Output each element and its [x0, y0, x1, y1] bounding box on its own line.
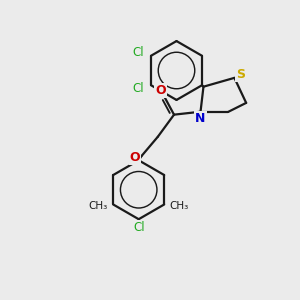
Text: CH₃: CH₃	[169, 201, 188, 211]
Text: Cl: Cl	[133, 221, 145, 234]
Text: O: O	[155, 84, 166, 97]
Text: O: O	[130, 151, 140, 164]
Text: N: N	[195, 112, 206, 125]
Text: CH₃: CH₃	[89, 201, 108, 211]
Text: Cl: Cl	[133, 82, 144, 95]
Text: S: S	[236, 68, 245, 81]
Text: Cl: Cl	[133, 46, 144, 59]
